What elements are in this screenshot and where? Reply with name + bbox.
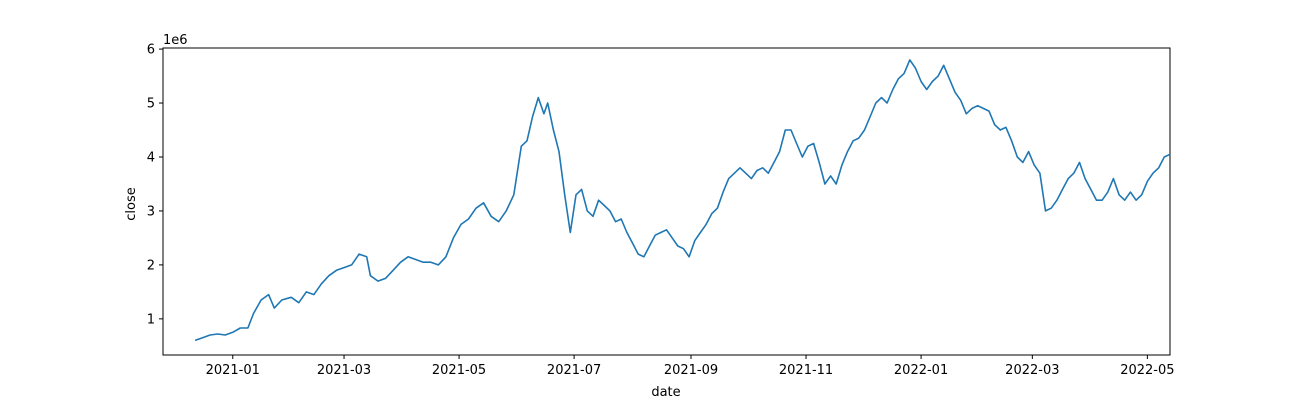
x-tick-label: 2022-03 bbox=[1005, 363, 1059, 378]
x-axis: 2021-01 2021-03 2021-05 2021-07 2021-09 2021-… bbox=[206, 355, 1175, 378]
x-tick-label: 2022-05 bbox=[1120, 363, 1174, 378]
x-tick-label: 2021-07 bbox=[547, 363, 601, 378]
y-tick-label: 5 bbox=[147, 97, 155, 112]
x-tick-label: 2021-03 bbox=[317, 363, 371, 378]
x-tick-label: 2021-09 bbox=[664, 363, 718, 378]
x-tick-label: 2022-01 bbox=[894, 363, 948, 378]
plot-area bbox=[162, 47, 1171, 356]
x-tick-label: 2021-01 bbox=[206, 363, 260, 378]
y-tick-label: 6 bbox=[147, 43, 155, 58]
x-tick-label: 2021-05 bbox=[432, 363, 486, 378]
y-offset-label: 1e6 bbox=[163, 33, 188, 48]
close-series-line bbox=[194, 59, 1171, 342]
y-axis: 1 2 3 4 5 6 bbox=[147, 43, 163, 327]
plot-frame bbox=[162, 47, 1171, 356]
x-tick-label: 2021-11 bbox=[779, 363, 833, 378]
y-tick-label: 1 bbox=[147, 312, 155, 327]
y-tick-label: 3 bbox=[147, 204, 155, 219]
y-tick-label: 4 bbox=[147, 150, 155, 165]
x-axis-label: date bbox=[651, 385, 680, 400]
y-axis-label: close bbox=[124, 187, 139, 220]
y-tick-label: 2 bbox=[147, 258, 155, 273]
